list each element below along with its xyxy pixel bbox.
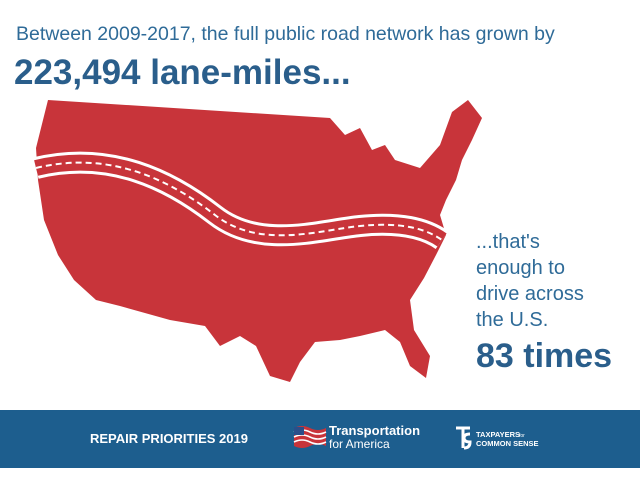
us-map bbox=[33, 100, 482, 382]
callout-line: drive across bbox=[476, 283, 584, 305]
callout-line: the U.S. bbox=[476, 309, 548, 331]
taxpayers-icon bbox=[456, 426, 472, 450]
callout-line: enough to bbox=[476, 257, 565, 279]
footer: REPAIR PRIORITIES 2019 Transportation fo… bbox=[0, 410, 640, 468]
logo-text: COMMON SENSE bbox=[476, 439, 539, 448]
logo-text: for bbox=[519, 433, 525, 439]
flag-icon bbox=[293, 426, 327, 448]
logo-text: TAXPAYERS bbox=[476, 430, 520, 439]
subtitle: Between 2009-2017, the full public road … bbox=[16, 23, 555, 45]
logo-text: for America bbox=[329, 437, 390, 451]
campaign: REPAIR PRIORITIES 2019 bbox=[90, 431, 248, 446]
headline: 223,494 lane-miles... bbox=[14, 53, 351, 92]
callout: ...that's enough to drive across the U.S… bbox=[476, 231, 612, 375]
callout-line: ...that's bbox=[476, 231, 540, 253]
road-centerline bbox=[35, 161, 443, 241]
callout-emphasis: 83 times bbox=[476, 337, 612, 375]
logo-text: Transportation bbox=[329, 423, 420, 438]
